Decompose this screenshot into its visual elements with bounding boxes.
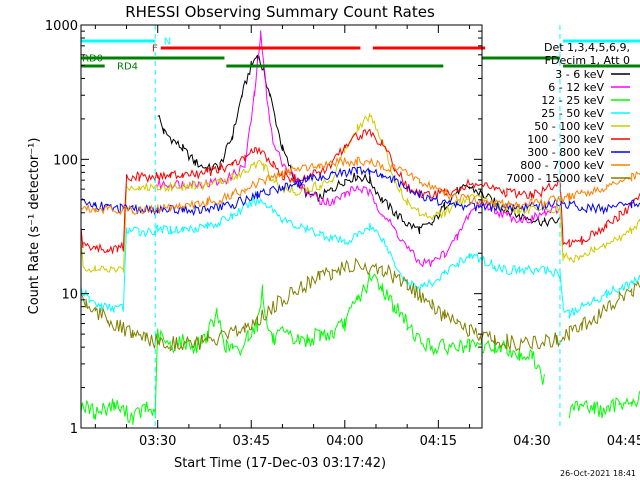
state-label-rd0: RD0 [82, 54, 103, 65]
legend-label-8: 800 - 7000 keV [520, 159, 604, 172]
legend-label-5: 50 - 100 keV [534, 120, 604, 133]
state-label-f: F [152, 44, 158, 55]
legend-label-1: 3 - 6 keV [555, 68, 604, 81]
state-bar-rd4-2 [226, 64, 444, 68]
legend-label-2: 6 - 12 keV [548, 81, 604, 94]
state-bar-f-2 [372, 46, 486, 50]
legend-label-3: 12 - 25 keV [541, 94, 604, 107]
plot-frame [80, 24, 483, 429]
y-tick-label-10: 10 [61, 288, 78, 303]
x-tick-label-0415: 04:15 [420, 434, 457, 449]
y-tick-label-100: 100 [53, 153, 78, 168]
legend: Det 1,3,4,5,6,9, FDecim 1, Att 0 3 - 6 k… [506, 41, 630, 185]
state-bar-rd4-1 [81, 64, 105, 68]
legend-label-6: 100 - 300 keV [527, 133, 604, 146]
state-bar-f-1 [160, 46, 361, 50]
state-bar-rd0-1 [81, 56, 225, 60]
state-bar-rd4-3 [563, 64, 640, 68]
state-label-n: N [164, 37, 171, 48]
x-tick-label-0345: 03:45 [233, 434, 270, 449]
series-line-6 [80, 128, 640, 255]
x-tick-label-0445: 04:45 [607, 434, 640, 449]
footer-timestamp: 26-Oct-2021 18:41 [560, 469, 636, 478]
series-layer [80, 30, 640, 426]
series-line-3 [80, 273, 640, 426]
series-line-7 [80, 166, 640, 217]
series-line-8 [80, 156, 640, 216]
x-axis-label: Start Time (17-Dec-03 03:17:42) [174, 456, 386, 471]
state-label-rd4: RD4 [117, 62, 138, 73]
x-tick-label-0330: 03:30 [139, 434, 176, 449]
series-line-5 [80, 113, 640, 273]
state-bar-n-2 [563, 39, 640, 43]
state-bar-n-1 [81, 39, 156, 43]
y-axis-label: Count Rate (s⁻¹ detector⁻¹) [27, 138, 42, 315]
saa-layer [154, 25, 561, 428]
legend-label-7: 300 - 800 keV [527, 146, 604, 159]
chart-title: RHESSI Observing Summary Count Rates [125, 3, 435, 21]
series-line-4 [80, 196, 640, 319]
legend-label-9: 7000 - 15000 keV [506, 172, 604, 185]
y-tick-label-1000: 1000 [45, 19, 78, 34]
axis-layer: 1 10 100 1000 03:30 03:45 04:00 04:15 04:30 04:45 [45, 19, 640, 449]
series-line-9 [80, 257, 640, 352]
x-tick-label-0430: 04:30 [513, 434, 550, 449]
legend-header-line-2: FDecim 1, Att 0 [545, 54, 630, 67]
legend-label-4: 25 - 50 keV [541, 107, 604, 120]
legend-header-line-1: Det 1,3,4,5,6,9, [544, 41, 630, 54]
state-bar-rd0-2 [482, 56, 560, 60]
x-tick-label-0400: 04:00 [326, 434, 363, 449]
statebar-layer: NF RD0 RD4 [81, 37, 640, 73]
y-tick-label-1: 1 [70, 422, 78, 437]
